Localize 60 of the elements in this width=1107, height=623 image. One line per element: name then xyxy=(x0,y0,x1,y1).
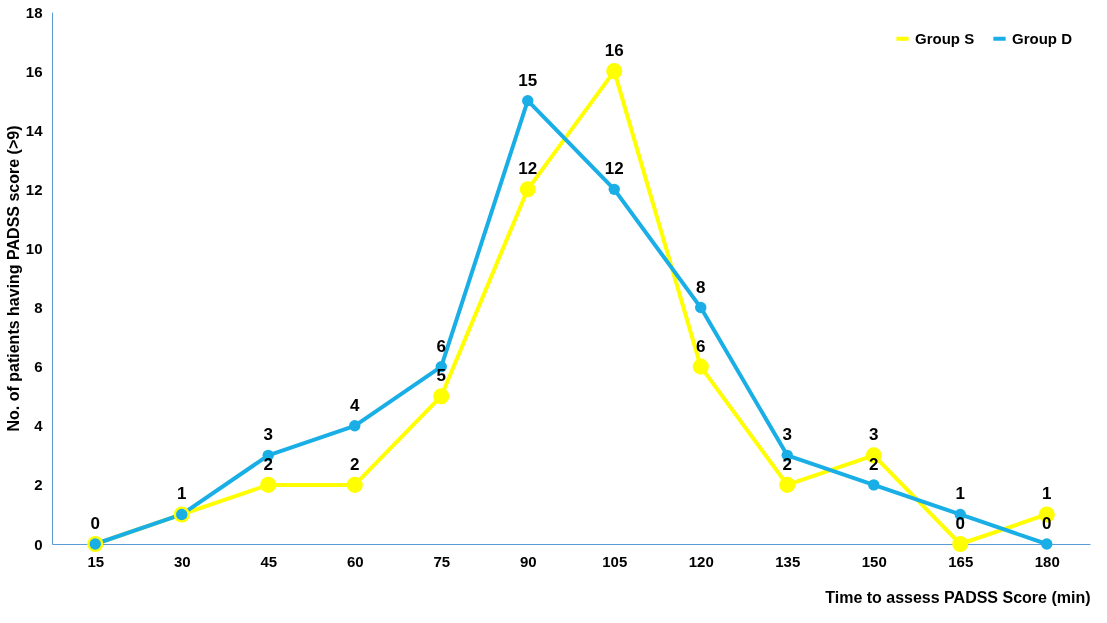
point xyxy=(1041,538,1053,550)
x-tick-label: 30 xyxy=(173,552,191,570)
data-label: 4 xyxy=(350,395,361,415)
x-tick-label: 60 xyxy=(346,552,364,570)
x-axis-title: Time to assess PADSS Score (min) xyxy=(825,588,1091,606)
data-label: 0 xyxy=(90,514,100,533)
data-label: 3 xyxy=(263,425,273,445)
x-tick-label: 135 xyxy=(775,552,801,570)
data-label: 2 xyxy=(263,454,273,474)
point xyxy=(349,420,361,432)
x-tick-label: 15 xyxy=(87,552,105,570)
y-tick-label: 0 xyxy=(34,535,43,553)
data-label: 12 xyxy=(518,159,538,179)
x-tick-label: 45 xyxy=(260,552,278,570)
data-label: 12 xyxy=(604,159,624,179)
point xyxy=(433,388,450,405)
x-tick-label: 105 xyxy=(602,552,628,570)
x-tick-label: 165 xyxy=(948,552,974,570)
data-label: 1 xyxy=(955,484,965,504)
data-label: 5 xyxy=(436,366,446,386)
data-label: 2 xyxy=(350,454,360,474)
point xyxy=(952,535,969,553)
data-label: 3 xyxy=(869,425,879,445)
y-tick-label: 12 xyxy=(25,180,43,198)
point xyxy=(522,94,534,107)
data-label: 0 xyxy=(955,514,965,533)
y-tick-label: 18 xyxy=(25,3,43,21)
point xyxy=(779,476,796,493)
point xyxy=(695,301,707,314)
data-label: 6 xyxy=(436,336,446,356)
y-axis-title: No. of patients having PADSS score (>9) xyxy=(4,125,22,432)
x-tick-label: 120 xyxy=(688,552,714,570)
point xyxy=(260,476,277,493)
x-tick-label: 150 xyxy=(861,552,887,570)
data-label: 6 xyxy=(696,336,706,356)
y-tick-label: 6 xyxy=(34,358,43,376)
legend-label: Group S xyxy=(915,29,975,47)
legend-label: Group D xyxy=(1012,29,1073,47)
point xyxy=(519,181,536,198)
point xyxy=(692,358,709,375)
point xyxy=(346,476,363,493)
data-label: 3 xyxy=(782,425,792,445)
x-tick-label: 90 xyxy=(519,552,537,570)
point xyxy=(608,183,620,196)
point xyxy=(868,479,880,491)
data-label: 16 xyxy=(604,41,624,61)
y-tick-label: 14 xyxy=(25,121,44,139)
data-label: 8 xyxy=(696,277,706,297)
x-tick-label: 180 xyxy=(1034,552,1060,570)
data-label: 1 xyxy=(1042,484,1052,504)
data-label: 15 xyxy=(518,70,538,90)
y-tick-label: 2 xyxy=(34,476,43,494)
x-tick-label: 75 xyxy=(433,552,451,570)
data-label: 2 xyxy=(782,454,792,474)
data-label: 1 xyxy=(177,484,187,504)
y-tick-label: 10 xyxy=(25,239,43,257)
y-tick-label: 16 xyxy=(25,62,43,80)
y-tick-label: 4 xyxy=(34,417,44,435)
y-tick-label: 8 xyxy=(34,299,43,317)
point xyxy=(606,63,623,80)
